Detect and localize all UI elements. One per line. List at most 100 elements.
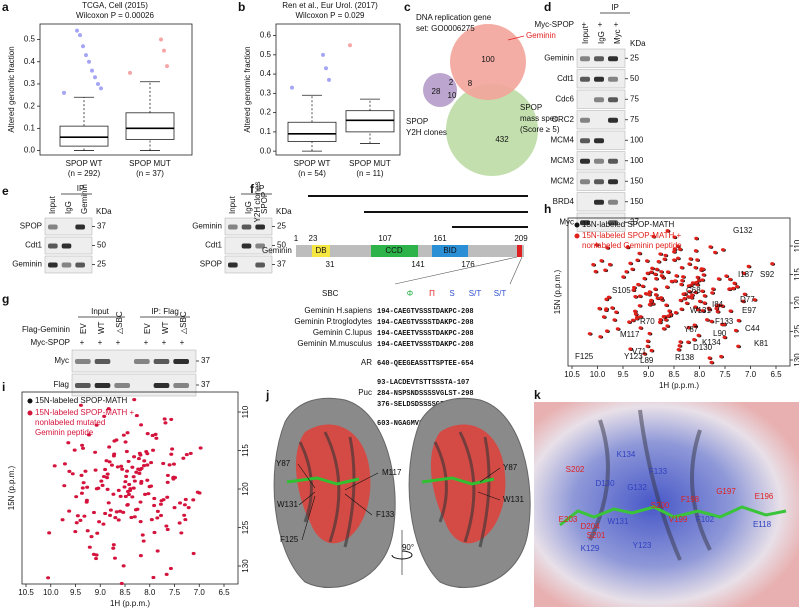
legend-text: 15N-labeled SPOP-MATH + (35, 408, 135, 417)
label: + (180, 338, 185, 347)
peak-bound (653, 272, 658, 276)
peak-bound (667, 309, 672, 313)
cartoon (588, 409, 712, 561)
peak-bound (125, 469, 130, 473)
peak-bound (169, 417, 174, 422)
peak-bound (694, 236, 699, 240)
label: 93-LACDEVTSTTSSSTA-107 (377, 379, 469, 387)
kda-marker: 37 (201, 380, 210, 389)
label: Input (91, 307, 110, 316)
legend-dot (27, 398, 33, 404)
y-tick-label: 125 (241, 520, 250, 534)
band (48, 262, 58, 268)
peak-bound (123, 440, 128, 444)
label: mass spec (520, 114, 558, 123)
residue-label: Y87 (684, 325, 699, 334)
x-tick-label: 6.5 (218, 588, 230, 597)
band (580, 117, 590, 123)
x-tick-label: 7.0 (194, 588, 206, 597)
x-tick-label: 9.0 (643, 370, 655, 379)
y-axis-label: Altered genomic fraction (243, 46, 252, 132)
peak-bound (165, 480, 170, 484)
point (327, 77, 331, 82)
pointer (297, 463, 316, 489)
label: S/T (494, 289, 507, 298)
peak-bound (152, 503, 157, 508)
peak-bound (79, 473, 84, 478)
peak-bound (673, 279, 678, 283)
peak-bound (720, 304, 725, 308)
peak-bound (591, 263, 596, 267)
residue-label: R70 (640, 317, 655, 326)
peak-bound (665, 324, 670, 328)
label: 100 (481, 55, 495, 64)
peak-bound (719, 354, 724, 359)
peak-bound (675, 256, 680, 260)
band (594, 97, 604, 103)
legend-dot (574, 222, 580, 228)
residue-label: F102 (696, 515, 715, 524)
peptide (286, 476, 360, 486)
kda-marker: 150 (630, 176, 644, 185)
peak-bound (118, 494, 123, 498)
band (608, 220, 618, 226)
peak-bound (136, 456, 141, 461)
venn-circle (446, 84, 538, 176)
label: 194-CAEGTVSSSTDAKPC-208 (377, 308, 474, 316)
x-tick-label: SPOP MUT (129, 159, 171, 168)
peak-bound (172, 506, 177, 510)
label: Myc (613, 29, 622, 44)
peak-bound (634, 316, 639, 321)
peak-bound (99, 479, 104, 483)
kda-marker: 50 (97, 241, 106, 250)
peak-bound (697, 299, 702, 303)
label: 90° (402, 543, 414, 552)
peak-bound (637, 294, 642, 298)
peak-bound (615, 327, 620, 331)
pointer (479, 467, 501, 483)
peak-bound (688, 257, 693, 261)
peak-bound (93, 450, 98, 454)
band (580, 179, 590, 185)
point (87, 59, 91, 64)
label: Y2H clones (406, 128, 447, 137)
y-tick-label: 0.4 (24, 57, 36, 66)
peak-bound (111, 543, 116, 547)
peak-bound (78, 403, 83, 407)
peak-bound (112, 439, 117, 443)
peak-bound (198, 446, 203, 450)
band (255, 243, 265, 249)
peak-bound (630, 267, 635, 271)
label: Myc-SPOP (30, 338, 70, 347)
peak-bound (746, 264, 751, 268)
peak-bound (593, 269, 598, 274)
y-tick-label: 0.2 (24, 101, 36, 110)
domain (432, 245, 468, 257)
domain (371, 245, 418, 257)
peak-bound (114, 510, 119, 514)
panel-letter: j (265, 388, 269, 402)
residue-label: D77 (740, 295, 755, 304)
peak-bound (178, 501, 183, 505)
peak-bound (661, 327, 666, 331)
residue-label: W131 (690, 306, 711, 315)
residue-label: L89 (640, 356, 654, 365)
residue-label: L90 (713, 329, 727, 338)
peak-bound (705, 318, 710, 322)
band (241, 224, 252, 230)
panel-letter: h (544, 202, 551, 216)
peak-bound (601, 315, 606, 319)
label: Puc (358, 388, 372, 397)
peak-bound (645, 344, 650, 348)
peak-bound (696, 333, 701, 337)
peak-bound (79, 491, 84, 495)
x-tick-label: SPOP WT (66, 159, 103, 168)
peak-bound (633, 309, 638, 313)
peak-bound (690, 293, 695, 297)
peak-bound (690, 281, 695, 285)
band (580, 138, 590, 144)
label: CCD (385, 246, 403, 255)
peak-bound (89, 535, 94, 539)
peak-bound (614, 310, 619, 314)
peak-bound (686, 325, 691, 330)
